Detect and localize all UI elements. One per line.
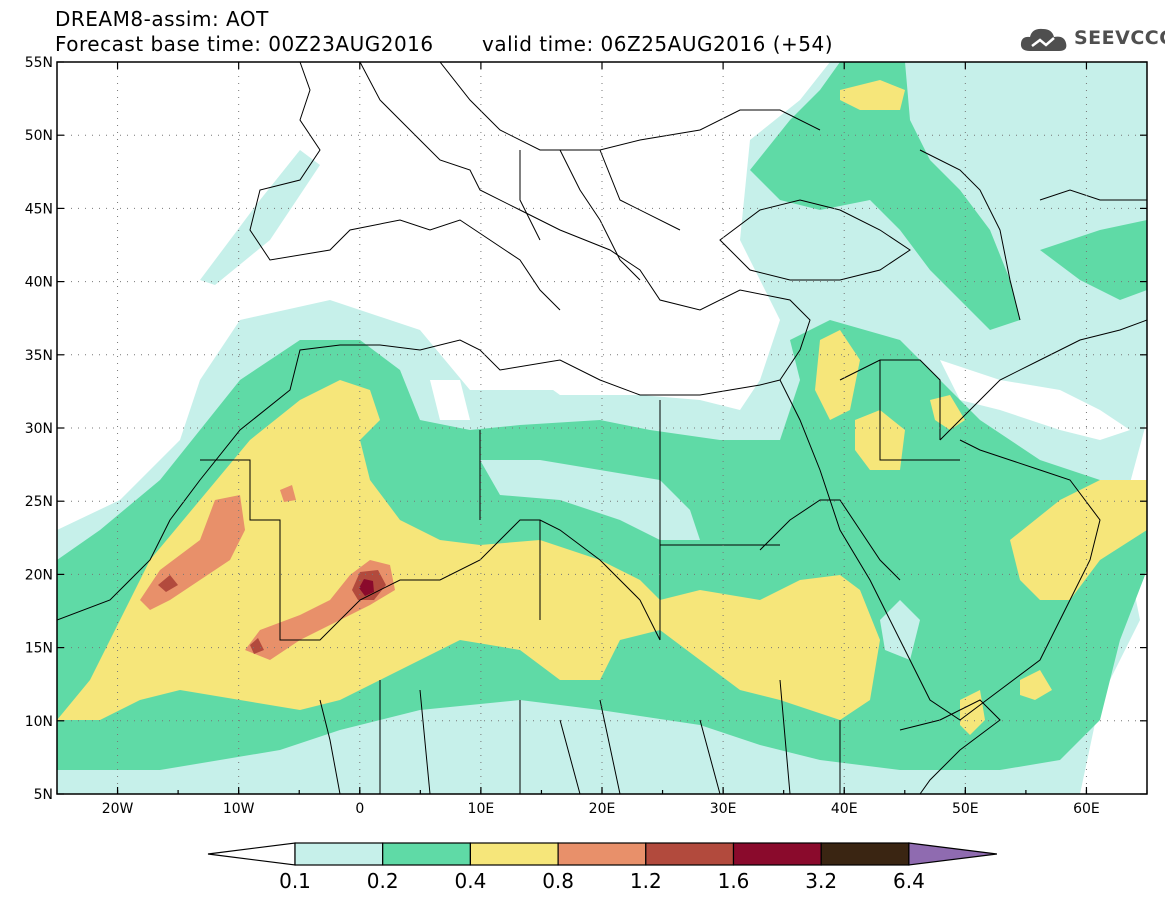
lon-label: 20W — [102, 801, 134, 817]
lat-label: 30N — [25, 421, 53, 437]
lat-label: 10N — [25, 714, 53, 730]
valid-time: valid time: 06Z25AUG2016 (+54) — [482, 32, 834, 56]
colorbar-label: 0.2 — [367, 869, 399, 893]
colorbar-label: 0.8 — [542, 869, 574, 893]
forecast-base-time: Forecast base time: 00Z23AUG2016 — [55, 32, 434, 56]
colorbar-segment — [645, 842, 735, 866]
colorbar — [207, 842, 997, 866]
colorbar-label: 6.4 — [893, 869, 925, 893]
lon-label: 50E — [952, 801, 979, 817]
logo-text: SEEVCCC — [1074, 27, 1165, 49]
lon-label: 10W — [223, 801, 255, 817]
lat-label: 45N — [25, 201, 53, 217]
lat-label: 40N — [25, 275, 53, 291]
lat-label: 50N — [25, 128, 53, 144]
cloud-icon — [1020, 28, 1067, 51]
colorbar-segment — [469, 842, 559, 866]
colorbar-segment — [820, 842, 910, 866]
colorbar-segment — [732, 842, 822, 866]
lat-label: 20N — [25, 567, 53, 583]
lat-label: 5N — [34, 787, 53, 803]
colorbar-high-arrow — [908, 842, 997, 866]
lat-label: 15N — [25, 641, 53, 657]
lat-label: 25N — [25, 494, 53, 510]
map-title: DREAM8-assim: AOT — [55, 7, 269, 31]
aot-field — [57, 62, 1147, 794]
seevccc-logo: SEEVCCC — [1018, 24, 1165, 56]
colorbar-segment — [294, 842, 384, 866]
lon-label: 40E — [831, 801, 858, 817]
lon-label: 0 — [355, 801, 364, 817]
colorbar-label: 1.6 — [718, 869, 750, 893]
colorbar-segment — [557, 842, 647, 866]
colorbar-label: 0.1 — [279, 869, 311, 893]
lat-label: 35N — [25, 348, 53, 364]
colorbar-label: 1.2 — [630, 869, 662, 893]
lat-label: 55N — [25, 55, 53, 71]
lon-label: 30E — [710, 801, 737, 817]
lon-label: 60E — [1073, 801, 1100, 817]
colorbar-label: 0.4 — [454, 869, 486, 893]
grid-lines — [57, 62, 1147, 794]
colorbar-low-arrow — [207, 842, 296, 866]
colorbar-segment — [382, 842, 472, 866]
colorbar-label: 3.2 — [805, 869, 837, 893]
lon-label: 20E — [589, 801, 616, 817]
lon-label: 10E — [468, 801, 495, 817]
